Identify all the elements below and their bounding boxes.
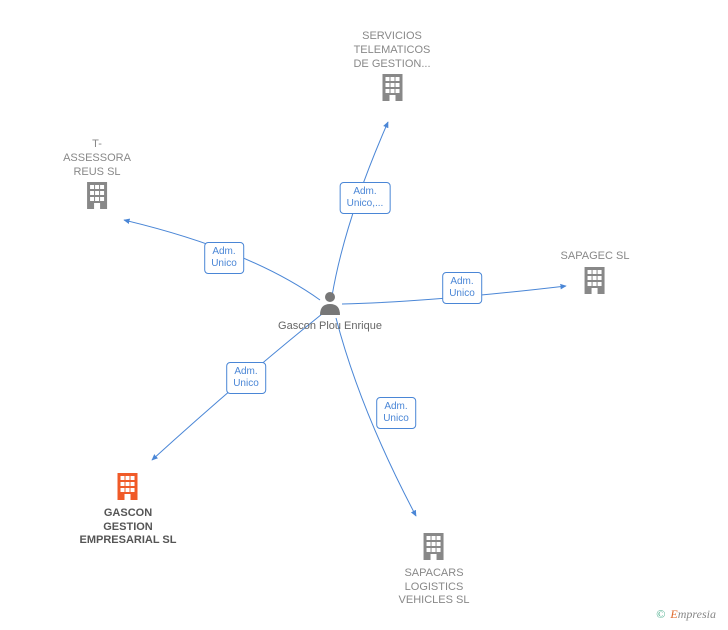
copyright-symbol: © xyxy=(656,607,665,621)
building-icon xyxy=(113,491,143,503)
company-label: SERVICIOSTELEMATICOSDE GESTION... xyxy=(353,30,430,71)
building-icon xyxy=(82,200,112,212)
central-person-label: Gascon Plou Enrique xyxy=(278,320,382,334)
company-label: T-ASSESSORAREUS SL xyxy=(63,138,131,179)
company-node[interactable]: SAPACARSLOGISTICSVEHICLES SL xyxy=(399,530,470,608)
company-label: GASCONGESTIONEMPRESARIAL SL xyxy=(80,507,177,548)
company-label: SAPAGEC SL xyxy=(561,250,630,264)
watermark-brand-rest: mpresia xyxy=(678,607,716,621)
central-person-node[interactable] xyxy=(319,291,341,320)
building-icon xyxy=(580,285,610,297)
company-node[interactable]: GASCONGESTIONEMPRESARIAL SL xyxy=(80,470,177,548)
edge-label: Adm. Unico xyxy=(376,397,416,429)
company-node[interactable]: T-ASSESSORAREUS SL xyxy=(63,136,131,214)
company-node[interactable]: SAPAGEC SL xyxy=(561,248,630,299)
edge-label: Adm. Unico xyxy=(226,362,266,394)
watermark-brand-initial: E xyxy=(670,607,677,621)
diagram-canvas: Gascon Plou Enrique SERVICIOSTELEMATICOS… xyxy=(0,0,728,630)
company-node[interactable]: SERVICIOSTELEMATICOSDE GESTION... xyxy=(353,28,430,106)
edge-label: Adm. Unico,... xyxy=(340,182,391,214)
edge-label: Adm. Unico xyxy=(442,272,482,304)
building-icon xyxy=(419,551,449,563)
watermark: © Empresia xyxy=(656,607,716,622)
building-icon xyxy=(377,92,407,104)
company-label: SAPACARSLOGISTICSVEHICLES SL xyxy=(399,567,470,608)
edge-label: Adm. Unico xyxy=(204,242,244,274)
person-icon xyxy=(319,291,341,320)
